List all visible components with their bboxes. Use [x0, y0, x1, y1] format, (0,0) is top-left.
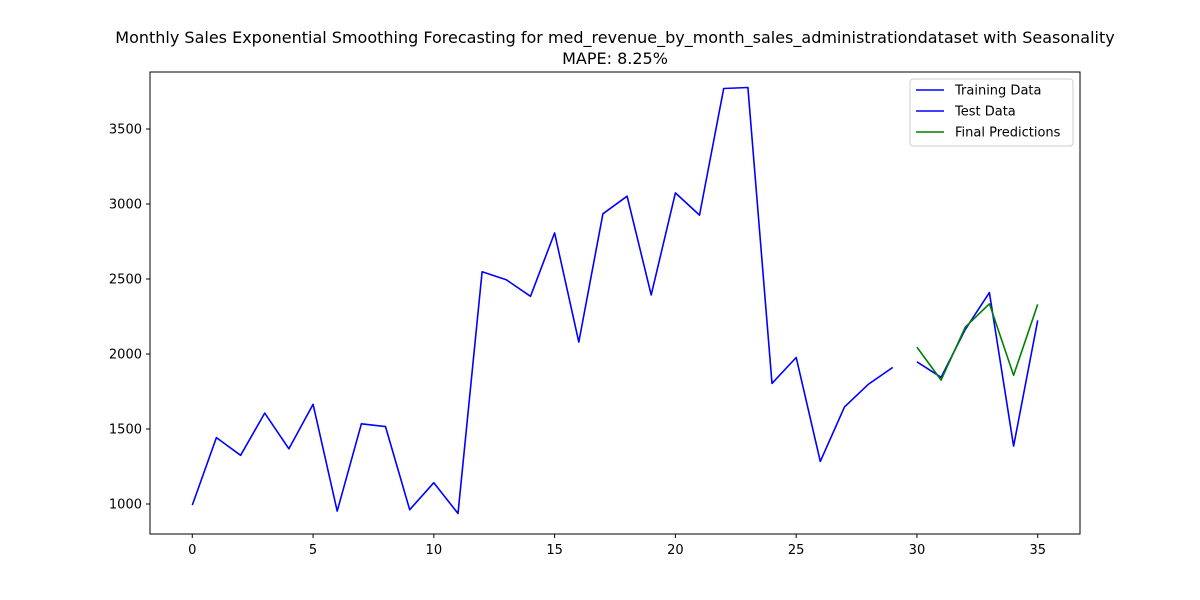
plot-frame — [149, 71, 1081, 535]
series-line-final-predictions — [916, 302, 1039, 381]
legend-label: Training Data — [954, 84, 1041, 99]
x-tick-label: 10 — [426, 543, 443, 558]
chart-title: Monthly Sales Exponential Smoothing Fore… — [115, 28, 1114, 48]
legend-label: Test Data — [954, 105, 1016, 120]
y-tick-label: 2500 — [109, 273, 142, 288]
x-axis: 0 5 10 15 20 25 30 35 — [188, 534, 1046, 558]
legend-box — [909, 78, 1074, 147]
series-line-training-data — [191, 86, 894, 515]
x-tick-label: 25 — [788, 543, 805, 558]
x-tick-label: 5 — [309, 543, 317, 558]
plot-area — [149, 71, 1081, 535]
y-tick-label: 3500 — [109, 123, 142, 138]
x-tick-label: 35 — [1029, 543, 1046, 558]
x-tick-label: 20 — [667, 543, 684, 558]
chart-subtitle: MAPE: 8.25% — [562, 49, 668, 68]
y-axis: 1000 1500 2000 2500 3000 3500 — [109, 123, 150, 513]
y-tick-label: 1500 — [109, 423, 142, 438]
y-tick-label: 2000 — [109, 348, 142, 363]
x-tick-label: 0 — [188, 543, 196, 558]
legend: Training Data Test Data Final Predictions — [909, 78, 1074, 147]
x-tick-label: 15 — [546, 543, 563, 558]
x-tick-label: 30 — [909, 543, 926, 558]
series-layer — [191, 86, 1039, 515]
legend-label: Final Predictions — [955, 126, 1061, 141]
y-tick-label: 1000 — [109, 498, 142, 513]
y-tick-label: 3000 — [109, 198, 142, 213]
